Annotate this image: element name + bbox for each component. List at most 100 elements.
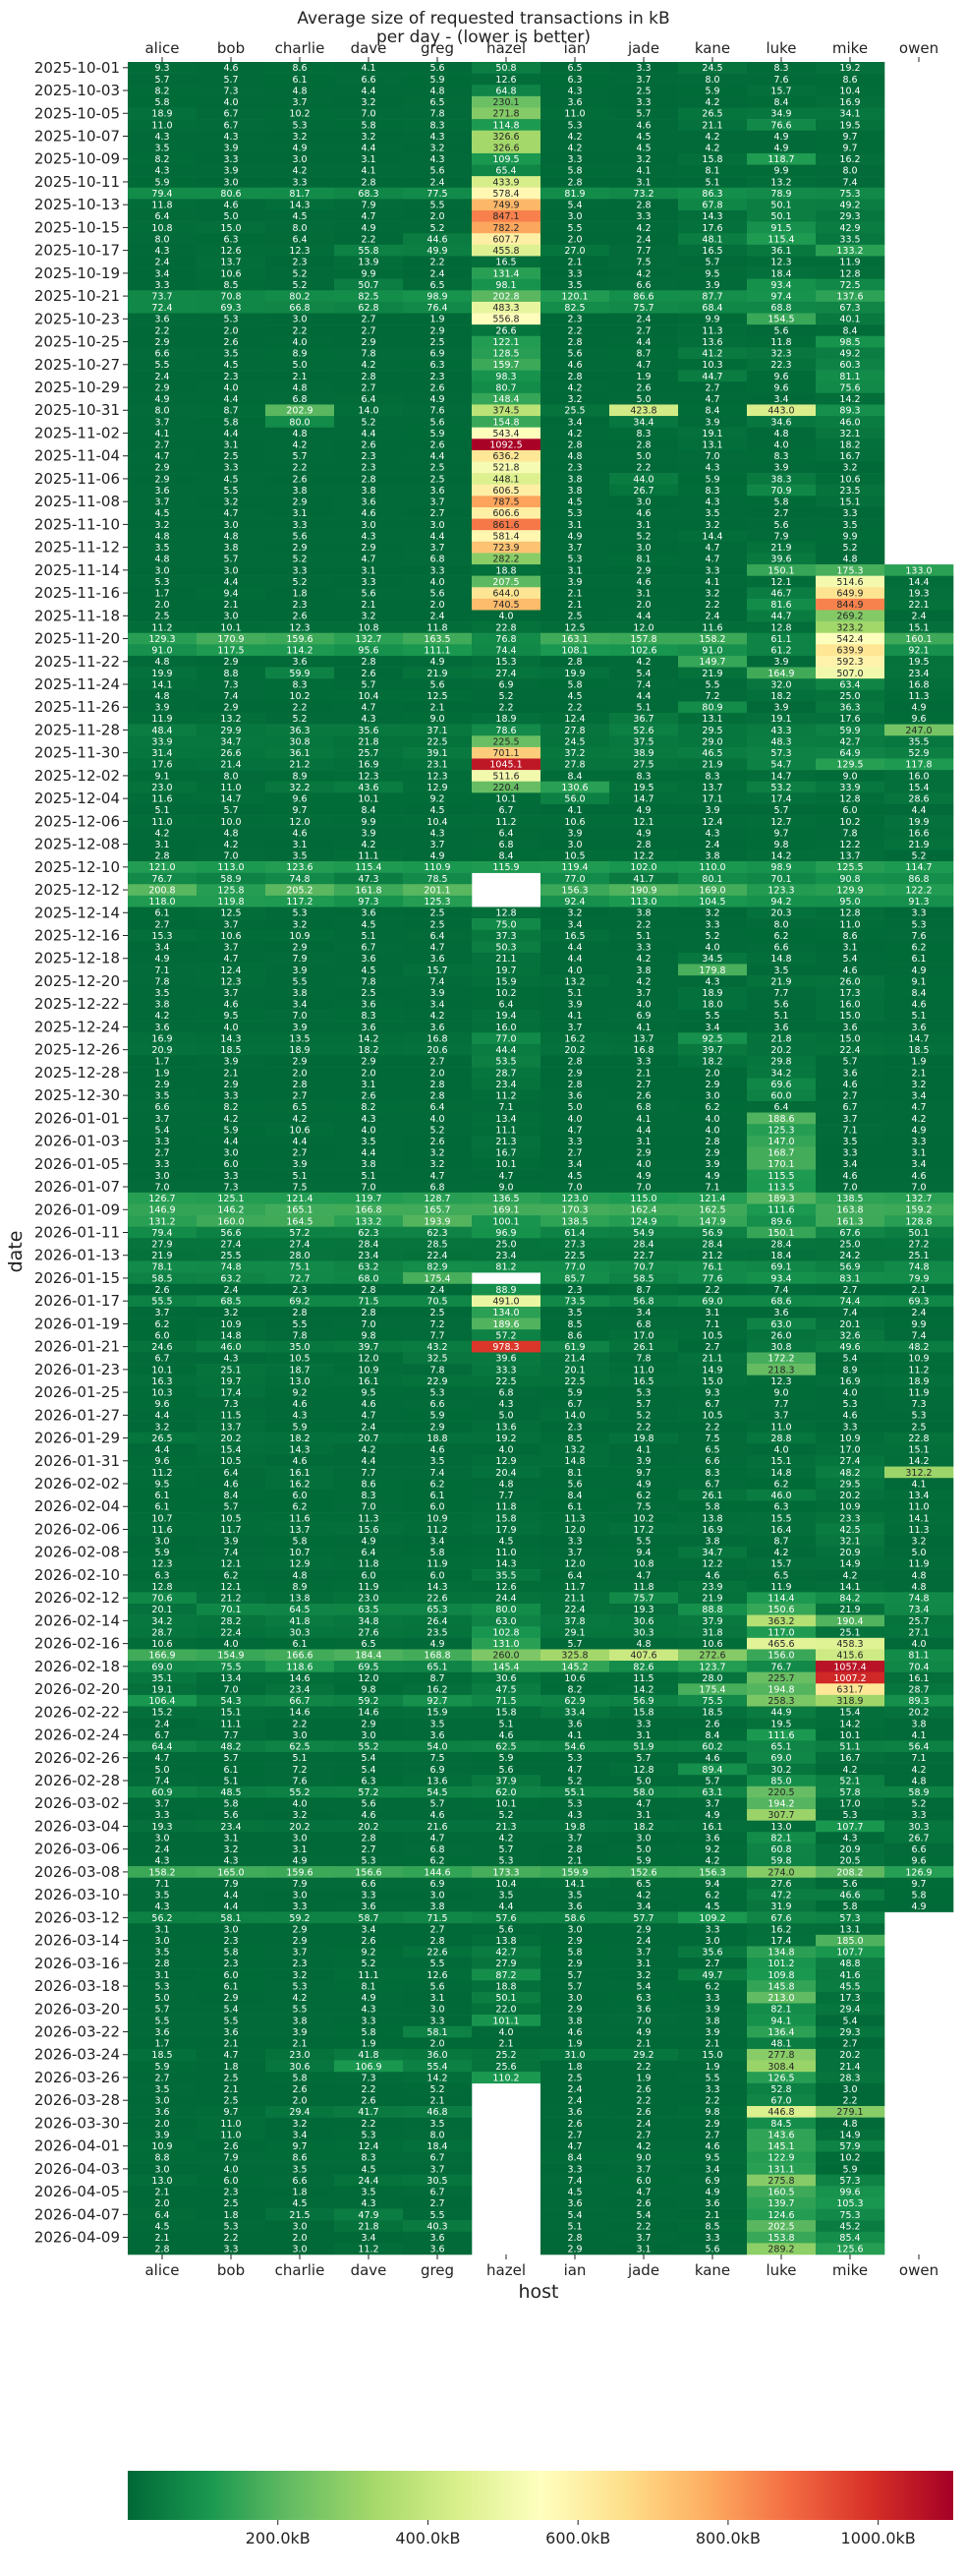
heatmap-cell <box>816 1067 885 1079</box>
heatmap-cell <box>747 347 817 360</box>
cell-value-label: 117.5 <box>217 646 244 657</box>
cell-value-label: 4.9 <box>911 1125 926 1136</box>
heatmap-cell <box>747 1192 817 1204</box>
cell-value-label: 4.5 <box>292 211 307 222</box>
heatmap-cell <box>334 541 404 554</box>
y-tick-label: 2025-11-04 <box>34 447 120 465</box>
cell-value-label: 2.5 <box>429 337 444 348</box>
cell-value-label: 3.6 <box>567 2198 582 2209</box>
heatmap-cell <box>678 119 748 131</box>
heatmap-cell <box>403 347 473 360</box>
cell-value-label: 170.3 <box>561 1205 588 1216</box>
cell-value-label: 543.4 <box>492 429 519 439</box>
cell-value-label: 12.8 <box>770 622 791 633</box>
cell-value-label: 4.7 <box>361 703 375 714</box>
cell-value-label: 10.5 <box>564 851 585 862</box>
cell-value-label: 3.6 <box>567 97 582 108</box>
cell-value-label: 4.0 <box>429 1114 444 1125</box>
cell-value-label: 4.3 <box>705 828 719 839</box>
heatmap-cell <box>197 975 266 988</box>
heatmap-cell <box>197 929 266 942</box>
heatmap-cell <box>540 952 610 965</box>
heatmap-cell <box>884 598 954 611</box>
cell-value-label: 4.8 <box>223 828 238 839</box>
cell-value-label: 28.4 <box>633 1240 653 1251</box>
cell-value-label: 2.7 <box>636 325 651 336</box>
cell-value-label: 3.0 <box>292 154 307 165</box>
cell-value-label: 5.8 <box>567 1948 582 1959</box>
heatmap-cell <box>609 1089 679 1102</box>
cell-value-label: 3.0 <box>705 1936 719 1947</box>
cell-value-label: 29.4 <box>839 2005 860 2016</box>
cell-value-label: 29.3 <box>839 211 860 222</box>
heatmap-cell <box>197 313 266 325</box>
heatmap-cell <box>265 256 335 268</box>
heatmap-cell <box>747 781 817 793</box>
cell-value-label: 6.2 <box>773 1479 788 1490</box>
cell-value-label: 160.5 <box>767 2188 794 2198</box>
cell-value-label: 5.1 <box>567 988 582 999</box>
cell-value-label: 25.7 <box>358 748 378 759</box>
heatmap-cell <box>816 758 885 771</box>
cell-value-label: 51.1 <box>839 1742 860 1753</box>
cell-value-label: 3.2 <box>842 463 857 474</box>
heatmap-cell <box>747 278 817 291</box>
cell-value-label: 89.3 <box>839 406 860 417</box>
cell-value-label: 16.7 <box>839 451 860 462</box>
heatmap-cell <box>678 689 748 702</box>
cell-value-label: 115.4 <box>355 862 381 873</box>
heatmap-cell <box>403 107 473 120</box>
heatmap-cell <box>816 62 885 74</box>
heatmap-cell <box>816 176 885 189</box>
heatmap-cell <box>747 496 817 508</box>
heatmap-cell <box>265 95 335 108</box>
cell-value-label: 4.5 <box>361 966 375 976</box>
cell-value-label: 4.3 <box>361 2198 375 2209</box>
heatmap-cell <box>472 1078 541 1090</box>
x-tick-label-bottom: bob <box>217 2261 245 2279</box>
cell-value-label: 2.7 <box>292 1091 307 1102</box>
cell-value-label: 13.7 <box>702 783 722 793</box>
y-tick-label: 2026-03-12 <box>34 1908 120 1926</box>
cell-value-label: 3.2 <box>361 612 375 622</box>
cell-value-label: 20.4 <box>495 1468 516 1479</box>
cell-value-label: 11.8 <box>495 1502 516 1513</box>
heatmap-cell <box>609 209 679 222</box>
cell-value-label: 22.1 <box>908 600 929 611</box>
cell-value-label: 9.6 <box>773 372 788 382</box>
cell-value-label: 87.2 <box>495 1970 516 1981</box>
cell-value-label: 20.2 <box>839 1491 860 1501</box>
cell-value-label: 8.2 <box>361 1102 375 1113</box>
cell-value-label: 23.4 <box>289 1684 310 1695</box>
cell-value-label: 17.2 <box>633 1525 653 1536</box>
heatmap-cell <box>128 724 198 736</box>
heatmap-cell <box>128 678 198 691</box>
cell-value-label: 2.7 <box>154 439 169 450</box>
cell-value-label: 2.7 <box>842 1091 857 1102</box>
cell-value-label: 2.4 <box>636 1936 651 1947</box>
cell-value-label: 2.9 <box>361 543 375 554</box>
cell-value-label: 521.8 <box>492 463 519 474</box>
heatmap-cell <box>265 1226 335 1239</box>
cell-value-label: 20.7 <box>358 1434 378 1444</box>
heatmap-cell <box>540 392 610 405</box>
cell-value-label: 92.1 <box>908 646 929 657</box>
cell-value-label: 5.6 <box>429 588 444 599</box>
heatmap-cell <box>747 119 817 131</box>
cell-value-label: 3.8 <box>567 486 582 497</box>
cell-value-label: 12.8 <box>839 794 860 805</box>
heatmap-cell <box>197 1067 266 1079</box>
cell-value-label: 37.2 <box>564 748 585 759</box>
cell-value-label: 9.8 <box>705 2107 719 2118</box>
cell-value-label: 27.8 <box>564 760 585 771</box>
y-tick-label: 2025-10-01 <box>34 59 120 77</box>
cell-value-label: 7.0 <box>292 1011 307 1022</box>
cell-value-label: 3.0 <box>154 1833 169 1844</box>
heatmap-cell <box>816 575 885 588</box>
heatmap-cell <box>128 815 198 828</box>
heatmap-cell <box>197 244 266 257</box>
cell-value-label: 69.0 <box>151 1662 172 1672</box>
cell-value-label: 4.4 <box>636 691 651 702</box>
cell-value-label: 6.7 <box>154 1354 169 1365</box>
cell-value-label: 20.2 <box>358 1822 378 1833</box>
